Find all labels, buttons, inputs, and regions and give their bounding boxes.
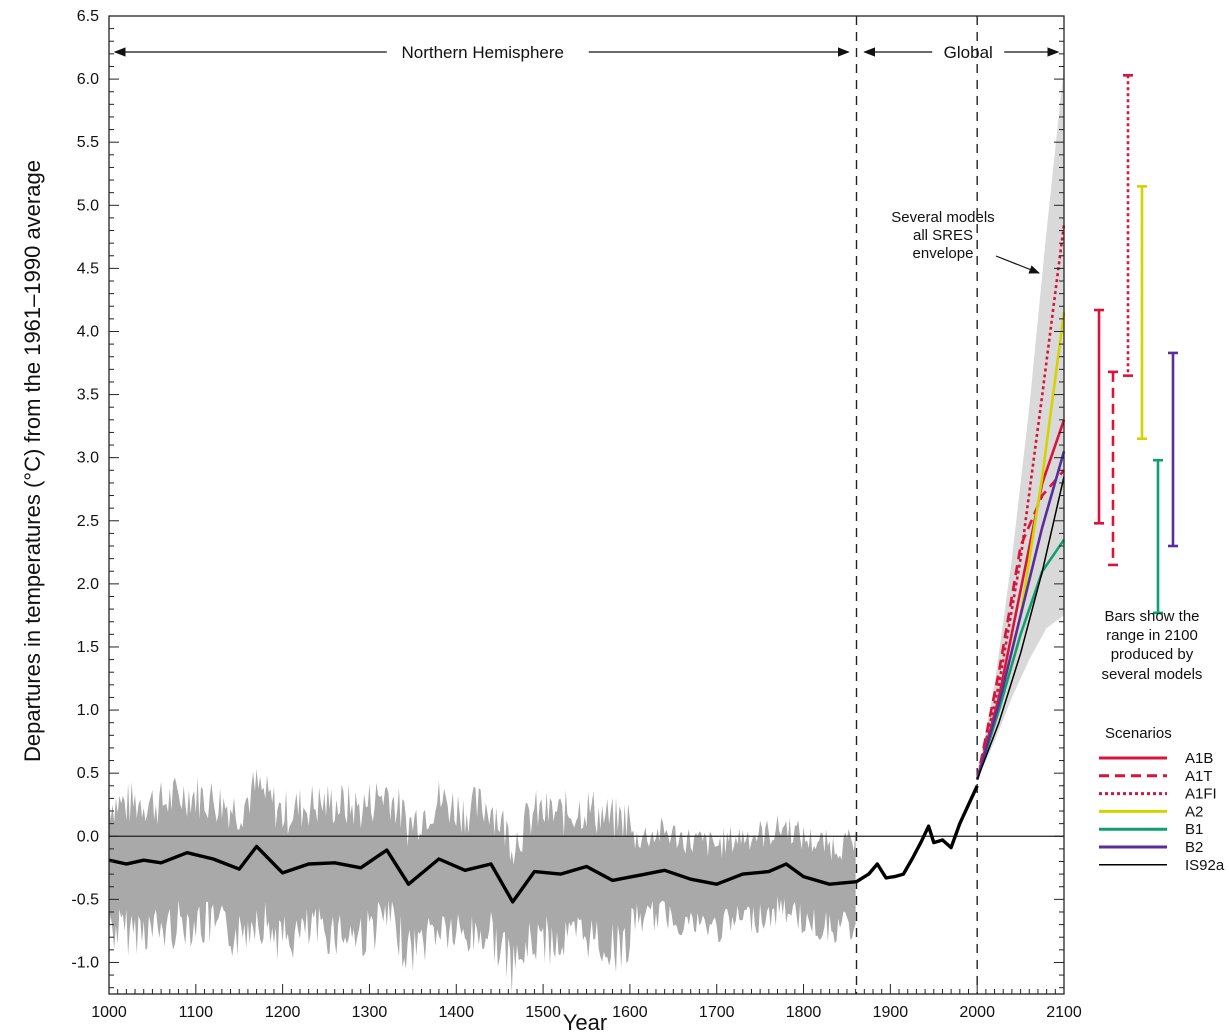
y-tick-label: 0.5 [77, 765, 99, 782]
x-tick-label: 1500 [525, 1004, 561, 1021]
x-tick-label: 1900 [873, 1004, 909, 1021]
bars-note-line-3: produced by [1111, 646, 1194, 663]
x-tick-label: 1600 [612, 1004, 648, 1021]
envelope-note-line-2: all SRES [913, 227, 973, 244]
bars-note-line-2: range in 2100 [1106, 627, 1198, 644]
x-tick-label: 1400 [438, 1004, 474, 1021]
uncertainty-band-layer [109, 768, 856, 994]
x-tick-label: 1200 [265, 1004, 301, 1021]
legend-label-is92a: IS92a [1185, 857, 1225, 874]
y-tick-label: 1.5 [77, 639, 99, 656]
y-tick-label: 1.0 [77, 702, 99, 719]
series-line-northern-hemisphere-smoothed [108, 844, 857, 904]
y-tick-label: 3.5 [77, 387, 99, 404]
bars-note-line-1: Bars show the [1104, 608, 1199, 625]
series-line-b2 [975, 451, 1066, 780]
y-tick-label: 4.0 [77, 323, 99, 340]
range-bars-layer [1094, 74, 1178, 615]
sres-envelope [977, 66, 1064, 780]
y-tick-label: 2.0 [77, 576, 99, 593]
x-tick-label: 2000 [959, 1004, 995, 1021]
x-tick-label: 1300 [352, 1004, 388, 1021]
x-tick-label: 2100 [1046, 1004, 1082, 1021]
legend-label-b2: B2 [1185, 839, 1203, 856]
y-tick-label: -1.0 [71, 954, 99, 971]
y-tick-label: 5.5 [77, 134, 99, 151]
legend-label-b1: B1 [1185, 821, 1203, 838]
series-line-is92a [976, 476, 1065, 780]
y-tick-label: 4.5 [77, 260, 99, 277]
period-label-northern-hemisphere: Northern Hemisphere [401, 43, 564, 62]
y-tick-label: -0.5 [71, 891, 99, 908]
series-line-global-observed [855, 785, 979, 884]
y-tick-label: 6.5 [77, 8, 99, 25]
x-tick-label: 1700 [699, 1004, 735, 1021]
y-tick-label: 3.0 [77, 450, 99, 467]
legend-title: Scenarios [1105, 725, 1172, 742]
series-layer [108, 224, 1066, 904]
legend-label-a1t: A1T [1185, 768, 1213, 785]
y-tick-label: 5.0 [77, 197, 99, 214]
projection-envelope-layer [977, 66, 1064, 780]
y-axis-title: Departures in temperatures (°C) from the… [20, 160, 45, 762]
legend-label-a1fi: A1FI [1185, 786, 1217, 803]
y-tick-label: 6.0 [77, 71, 99, 88]
period-label-layer: Northern Hemisphere Global [113, 43, 1060, 62]
x-tick-label: 1800 [786, 1004, 822, 1021]
uncertainty-band [109, 768, 856, 994]
bars-note-line-4: several models [1102, 666, 1203, 683]
envelope-note-arrow [995, 255, 1041, 274]
y-tick-label: 2.5 [77, 513, 99, 530]
x-axis-title: Year [563, 1010, 607, 1035]
series-line-a1t [975, 469, 1065, 780]
x-tick-label: 1100 [179, 1004, 214, 1021]
y-tick-label: 0.0 [77, 828, 99, 845]
legend-label-a2: A2 [1185, 803, 1203, 820]
envelope-note-line-1: Several models [891, 209, 994, 226]
envelope-note-line-3: envelope [913, 245, 974, 262]
period-label-global: Global [944, 43, 993, 62]
x-tick-label: 1000 [91, 1004, 127, 1021]
tick-layer: 6.5 6.0 5.5 5.0 4.5 4.0 3.5 3.0 2.5 2.0 1.5 1.0 0.5 0… [71, 8, 1081, 1021]
reference-lines-layer [109, 16, 1064, 994]
legend-label-a1b: A1B [1185, 750, 1213, 767]
